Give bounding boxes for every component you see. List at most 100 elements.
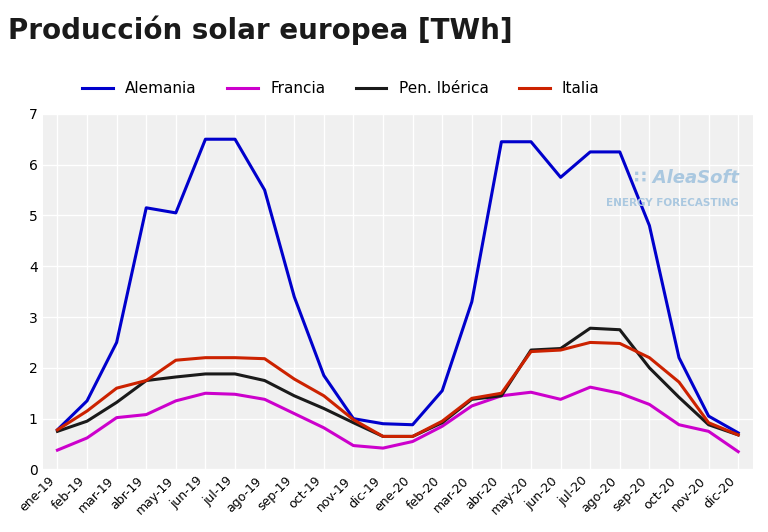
Pen. Ibérica bbox=[82, 418, 91, 425]
Alemania bbox=[230, 136, 240, 143]
Alemania bbox=[704, 413, 713, 419]
Alemania bbox=[586, 149, 595, 155]
Italia bbox=[438, 418, 447, 425]
Francia bbox=[467, 403, 476, 409]
Francia bbox=[408, 438, 417, 445]
Pen. Ibérica bbox=[733, 431, 743, 438]
Francia bbox=[733, 448, 743, 455]
Line: Pen. Ibérica: Pen. Ibérica bbox=[58, 328, 738, 436]
Pen. Ibérica bbox=[349, 420, 358, 426]
Francia bbox=[319, 425, 329, 431]
Francia bbox=[438, 423, 447, 429]
Alemania bbox=[260, 187, 270, 193]
Pen. Ibérica bbox=[112, 399, 121, 405]
Alemania bbox=[438, 387, 447, 394]
Italia bbox=[704, 420, 713, 426]
Pen. Ibérica bbox=[438, 420, 447, 426]
Pen. Ibérica bbox=[319, 405, 329, 412]
Italia bbox=[379, 433, 388, 439]
Text: ENERGY FORECASTING: ENERGY FORECASTING bbox=[606, 198, 739, 207]
Alemania bbox=[200, 136, 210, 143]
Pen. Ibérica bbox=[497, 393, 506, 399]
Francia bbox=[674, 421, 684, 428]
Alemania bbox=[526, 138, 535, 145]
Italia bbox=[497, 390, 506, 396]
Pen. Ibérica bbox=[467, 396, 476, 403]
Text: ∷ AleaSoft: ∷ AleaSoft bbox=[634, 169, 739, 187]
Italia bbox=[674, 379, 684, 385]
Alemania bbox=[556, 174, 565, 180]
Italia bbox=[53, 427, 62, 433]
Italia bbox=[319, 393, 329, 399]
Francia bbox=[526, 389, 535, 395]
Italia bbox=[171, 357, 180, 363]
Italia bbox=[112, 385, 121, 392]
Text: Producción solar europea [TWh]: Producción solar europea [TWh] bbox=[8, 16, 512, 45]
Pen. Ibérica bbox=[171, 374, 180, 380]
Italia bbox=[526, 348, 535, 355]
Francia bbox=[586, 384, 595, 390]
Pen. Ibérica bbox=[645, 364, 654, 371]
Pen. Ibérica bbox=[556, 345, 565, 352]
Italia bbox=[349, 417, 358, 423]
Francia bbox=[704, 428, 713, 435]
Italia bbox=[615, 340, 624, 347]
Alemania bbox=[497, 138, 506, 145]
Pen. Ibérica bbox=[674, 394, 684, 401]
Francia bbox=[290, 410, 299, 417]
Francia bbox=[379, 445, 388, 451]
Italia bbox=[141, 377, 151, 384]
Alemania bbox=[467, 298, 476, 305]
Italia bbox=[260, 355, 270, 362]
Pen. Ibérica bbox=[141, 377, 151, 384]
Pen. Ibérica bbox=[200, 371, 210, 377]
Italia bbox=[645, 354, 654, 361]
Italia bbox=[82, 408, 91, 414]
Alemania bbox=[645, 222, 654, 229]
Italia bbox=[290, 376, 299, 382]
Alemania bbox=[349, 415, 358, 422]
Francia bbox=[171, 397, 180, 404]
Alemania bbox=[141, 205, 151, 211]
Alemania bbox=[408, 421, 417, 428]
Italia bbox=[733, 431, 743, 438]
Pen. Ibérica bbox=[615, 327, 624, 333]
Alemania bbox=[171, 210, 180, 216]
Pen. Ibérica bbox=[379, 433, 388, 439]
Francia bbox=[615, 390, 624, 396]
Francia bbox=[230, 391, 240, 397]
Legend: Alemania, Francia, Pen. Ibérica, Italia: Alemania, Francia, Pen. Ibérica, Italia bbox=[76, 75, 606, 103]
Pen. Ibérica bbox=[408, 433, 417, 439]
Alemania bbox=[674, 354, 684, 361]
Francia bbox=[645, 401, 654, 408]
Alemania bbox=[733, 430, 743, 436]
Francia bbox=[53, 447, 62, 453]
Francia bbox=[112, 414, 121, 421]
Pen. Ibérica bbox=[586, 325, 595, 331]
Pen. Ibérica bbox=[526, 347, 535, 353]
Pen. Ibérica bbox=[290, 393, 299, 399]
Alemania bbox=[290, 294, 299, 300]
Francia bbox=[349, 443, 358, 449]
Italia bbox=[200, 354, 210, 361]
Pen. Ibérica bbox=[53, 428, 62, 435]
Francia bbox=[497, 393, 506, 399]
Francia bbox=[82, 435, 91, 441]
Francia bbox=[141, 411, 151, 418]
Line: Italia: Italia bbox=[58, 343, 738, 436]
Italia bbox=[467, 395, 476, 402]
Italia bbox=[586, 339, 595, 346]
Pen. Ibérica bbox=[704, 421, 713, 428]
Italia bbox=[230, 354, 240, 361]
Alemania bbox=[319, 372, 329, 379]
Pen. Ibérica bbox=[230, 371, 240, 377]
Line: Francia: Francia bbox=[58, 387, 738, 452]
Italia bbox=[556, 347, 565, 353]
Alemania bbox=[82, 397, 91, 404]
Alemania bbox=[112, 339, 121, 346]
Francia bbox=[200, 390, 210, 396]
Alemania bbox=[53, 427, 62, 433]
Alemania bbox=[379, 420, 388, 427]
Francia bbox=[556, 396, 565, 403]
Pen. Ibérica bbox=[260, 377, 270, 384]
